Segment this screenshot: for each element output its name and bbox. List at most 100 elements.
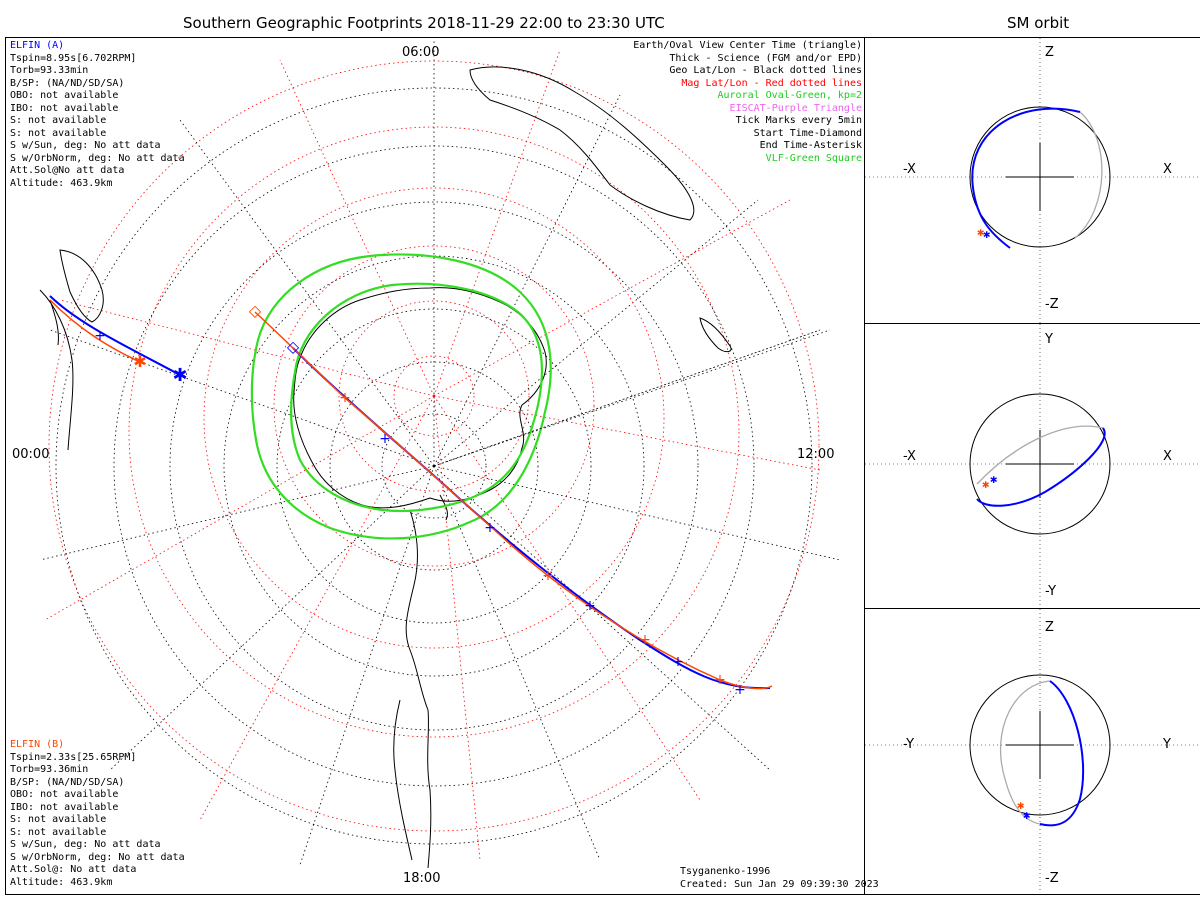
tick-mark: + xyxy=(94,328,106,344)
footprint-map: ◇ ◇ ✱ ✱ + + + + + + + + + + xyxy=(39,40,841,869)
sat-b-line: S: not available xyxy=(10,814,107,825)
geo-meridian xyxy=(109,465,435,771)
sm-panel-2-plot: ✱ ✱ xyxy=(865,324,1200,608)
orbit-far-side xyxy=(1074,111,1103,239)
mag-lat-circle xyxy=(128,126,740,738)
track-markers: ◇ ◇ ✱ ✱ + + + + + + + + + + xyxy=(94,301,746,698)
geo-grid xyxy=(39,40,841,866)
tick-mark: + xyxy=(484,520,496,536)
mag-lat-circle xyxy=(338,300,530,492)
sm-2-bottom: -Y xyxy=(1045,584,1057,599)
mag-meridian xyxy=(433,395,701,801)
orbit-a xyxy=(1039,680,1085,827)
geo-meridian xyxy=(433,94,621,467)
new-zealand-coast xyxy=(39,289,74,451)
sm-frame xyxy=(864,37,1200,895)
africa-coast xyxy=(469,66,695,221)
footer: Tsyganenko-1996 Created: Sun Jan 29 09:3… xyxy=(680,866,879,891)
mag-meridian xyxy=(433,199,791,397)
track-b-segment xyxy=(49,299,141,363)
legend-item: EISCAT-Purple Triangle xyxy=(729,102,862,114)
sm-panel-1: ✱ ✱ Z -Z -X X xyxy=(865,38,1200,323)
mag-lat-circle xyxy=(48,60,820,832)
sm-panel-1-plot: ✱ ✱ xyxy=(865,38,1200,323)
mag-meridian xyxy=(433,395,821,471)
madagascar-coast xyxy=(699,317,732,353)
sm-1-top: Z xyxy=(1045,45,1054,60)
mag-meridian xyxy=(59,299,435,397)
sat-a-marker: ✱ xyxy=(1023,808,1030,822)
sat-b-line: Torb=93.36min xyxy=(10,764,89,775)
mag-lat-circle xyxy=(273,245,595,567)
sat-a-line: Torb=93.33min xyxy=(10,65,89,76)
auroral-oval xyxy=(250,253,552,540)
sat-a-name: ELFIN (A) xyxy=(10,40,65,51)
orbit-far-side xyxy=(1000,680,1051,825)
sm-divider xyxy=(865,608,1200,609)
sat-a-marker: ✱ xyxy=(983,227,990,241)
plot-title: Southern Geographic Footprints 2018-11-2… xyxy=(183,14,665,32)
tick-mark: + xyxy=(672,654,684,670)
sat-a-line: OBO: not available xyxy=(10,90,119,101)
sm-panel-3-plot: ✱ ✱ xyxy=(865,609,1200,893)
mag-meridian xyxy=(279,59,435,397)
end-asterisk-a: ✱ xyxy=(172,365,187,386)
sat-b-line: S w/OrbNorm, deg: No att data xyxy=(10,851,185,863)
sm-3-right: Y xyxy=(1163,737,1171,752)
track-a-segment xyxy=(49,295,181,376)
sat-a-line: S w/OrbNorm, deg: No att data xyxy=(10,152,185,164)
sm-orbit-title: SM orbit xyxy=(1007,14,1070,32)
sm-1-left: -X xyxy=(903,162,916,177)
sat-a-line: S: not available xyxy=(10,127,107,139)
tick-mark: + xyxy=(542,568,554,584)
legend-item: Auroral Oval-Green, kp=2 xyxy=(717,90,863,101)
geo-meridian xyxy=(49,329,435,467)
track-a xyxy=(49,295,771,690)
geo-lat-circle xyxy=(381,413,487,519)
geo-lat-circle xyxy=(113,145,755,787)
legend: Earth/Oval View Center Time (triangle) T… xyxy=(633,40,862,165)
sm-3-top: Z xyxy=(1045,620,1054,635)
sat-b-marker: ✱ xyxy=(977,225,984,239)
sm-panel-2: ✱ ✱ Y -Y -X X xyxy=(865,324,1200,608)
geo-lat-circle xyxy=(55,87,813,845)
legend-item: Geo Lat/Lon - Black dotted lines xyxy=(669,65,862,76)
geo-meridian xyxy=(39,465,435,561)
model-name: Tsyganenko-1996 xyxy=(680,866,771,877)
oval-inner xyxy=(290,282,543,513)
created-timestamp: Created: Sun Jan 29 09:39:30 2023 xyxy=(680,878,879,890)
sm-2-left: -X xyxy=(903,449,916,464)
legend-item: Start Time-Diamond xyxy=(753,127,862,139)
legend-item: Earth/Oval View Center Time (triangle) xyxy=(633,40,862,51)
sat-b-line: Altitude: 463.9km xyxy=(10,876,113,888)
sat-b-info: ELFIN (B) Tspin=2.33s[25.65RPM] Torb=93.… xyxy=(10,739,185,889)
legend-item: Mag Lat/Lon - Red dotted lines xyxy=(681,77,862,89)
geo-meridian xyxy=(433,329,831,467)
sat-b-line: S: not available xyxy=(10,826,107,838)
geo-lat-circle xyxy=(276,308,592,624)
tick-mark: + xyxy=(584,598,596,614)
mag-meridian xyxy=(199,395,435,821)
geo-lat-circle xyxy=(223,255,645,677)
end-asterisk-b: ✱ xyxy=(133,352,146,371)
track-a-segment xyxy=(292,347,771,690)
sat-b-line: Tspin=2.33s[25.65RPM] xyxy=(10,751,137,763)
track-b xyxy=(49,299,773,690)
sat-a-info: ELFIN (A) Tspin=8.95s[6.702RPM] Torb=93.… xyxy=(10,40,185,190)
sm-2-top: Y xyxy=(1045,332,1053,347)
noon-midnight-line xyxy=(433,329,821,467)
sm-3-left: -Y xyxy=(903,737,915,752)
legend-item: VLF-Green Square xyxy=(765,152,862,164)
oval-outer xyxy=(250,253,552,540)
orbit-a xyxy=(971,107,1081,249)
tick-mark: + xyxy=(339,390,351,406)
mag-grid xyxy=(44,49,821,861)
sat-b-line: Att.Sol@: No att data xyxy=(10,864,137,875)
sat-a-line: S: not available xyxy=(10,115,107,126)
sat-a-line: Tspin=8.95s[6.702RPM] xyxy=(10,52,137,64)
tick-mark: + xyxy=(734,682,746,698)
sm-3-bottom: -Z xyxy=(1045,871,1059,886)
antarctic-peninsula xyxy=(439,494,448,521)
sat-b-marker: ✱ xyxy=(982,477,989,491)
tick-mark: + xyxy=(714,672,726,688)
